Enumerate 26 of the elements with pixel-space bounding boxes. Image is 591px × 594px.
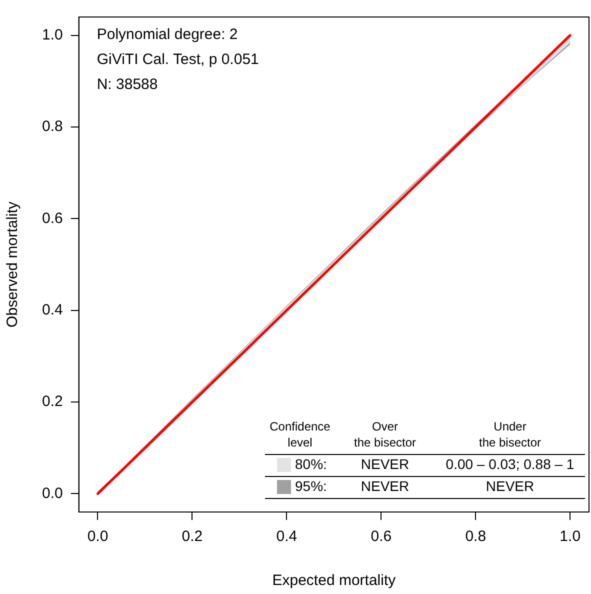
x-tick-label: 0.4 [276, 528, 298, 546]
annotation: Over the bisector [354, 419, 416, 450]
annotation: GiViTI Cal. Test, p 0.051 [96, 51, 259, 68]
y-tick-label: 1.0 [42, 26, 63, 44]
x-axis-title: Expected mortality [272, 572, 396, 590]
annotation: Confidence level [270, 419, 331, 450]
legend-label: 80%: [295, 456, 327, 472]
annotation: NEVER [360, 478, 410, 494]
annotation: Polynomial degree: 2 [96, 26, 238, 44]
annotation: NEVER [360, 456, 410, 472]
x-tick-label: 0.8 [465, 528, 486, 546]
annotation: N: 38588 [96, 76, 158, 94]
annotation: Under the bisector [478, 419, 542, 450]
x-tick-label: 1.0 [560, 528, 581, 546]
legend-label: 95%: [295, 478, 327, 494]
y-tick-label: 0.8 [42, 118, 63, 136]
annotation: NEVER [486, 478, 534, 494]
y-tick-label: 0.6 [42, 210, 63, 227]
y-axis-title: Observed mortality [4, 201, 22, 328]
x-tick-label: 0.0 [87, 528, 108, 546]
y-tick-label: 0.0 [42, 484, 63, 502]
annotation: 0.00 – 0.03; 0.88 – 1 [446, 456, 574, 472]
y-tick-label: 0.2 [42, 393, 63, 410]
x-tick-label: 0.2 [182, 528, 203, 546]
x-tick-label: 0.6 [370, 528, 392, 546]
y-tick-label: 0.4 [42, 301, 63, 318]
